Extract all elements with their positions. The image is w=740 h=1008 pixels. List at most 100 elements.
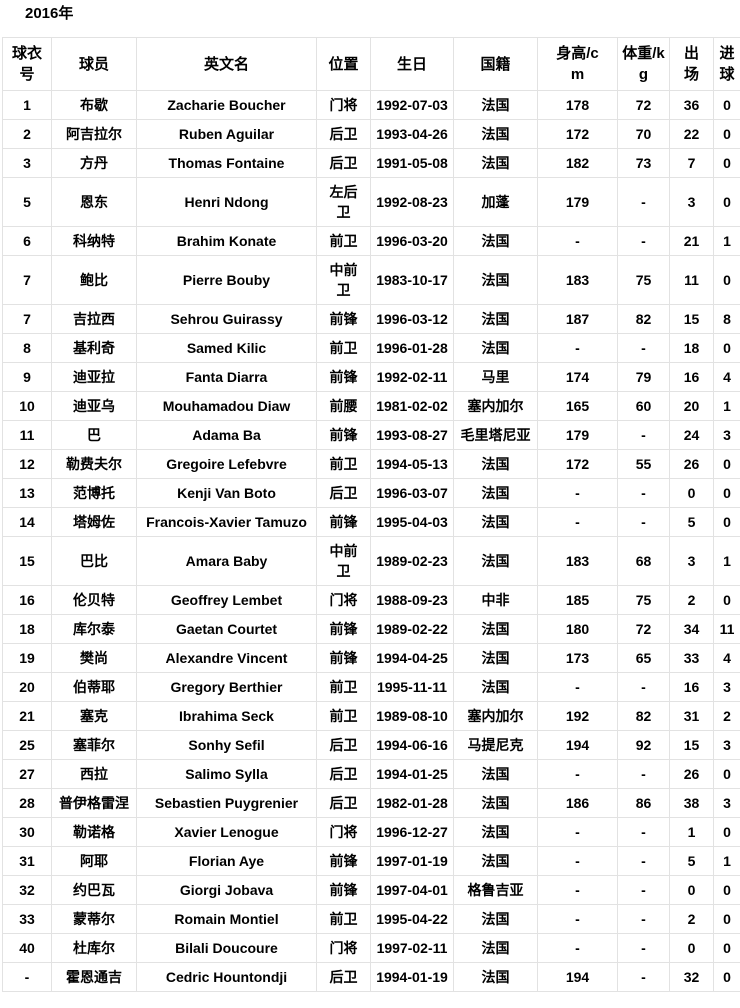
cell-nationality: 法国 xyxy=(453,962,538,992)
cell-position: 门将 xyxy=(316,585,371,615)
cell-birthday: 1983-10-17 xyxy=(370,255,454,305)
cell-position: 前锋 xyxy=(316,362,371,392)
cell-appearances: 36 xyxy=(669,90,714,120)
cell-jersey: 1 xyxy=(2,90,52,120)
cell-nationality: 法国 xyxy=(453,933,538,963)
cell-position: 门将 xyxy=(316,933,371,963)
cell-nationality: 法国 xyxy=(453,759,538,789)
cell-jersey: 7 xyxy=(2,304,52,334)
cell-goals: 0 xyxy=(713,933,740,963)
cell-weight: 82 xyxy=(617,701,670,731)
cell-position: 前卫 xyxy=(316,226,371,256)
table-row: 8 基利奇 Samed Kilic 前卫 1996-01-28 法国 - -18 0 xyxy=(2,333,740,363)
cell-player: 阿耶 xyxy=(51,846,137,876)
cell-english_name: Salimo Sylla xyxy=(136,759,317,789)
column-header-appearances: 出 场 xyxy=(669,37,714,91)
table-row: 25 塞菲尔 Sonhy Sefil 后卫 1994-06-16 马提尼克 194 92 15 3 xyxy=(2,730,740,760)
cell-birthday: 1993-08-27 xyxy=(370,420,454,450)
cell-weight: 72 xyxy=(617,614,670,644)
cell-english_name: Pierre Bouby xyxy=(136,255,317,305)
table-row: 30 勒诺格 Xavier Lenogue 门将 1996-12-27 法国 - -1 0 xyxy=(2,817,740,847)
cell-appearances: 5 xyxy=(669,507,714,537)
cell-weight: 73 xyxy=(617,148,670,178)
cell-jersey: 18 xyxy=(2,614,52,644)
cell-player: 霍恩通吉 xyxy=(51,962,137,992)
cell-birthday: 1992-07-03 xyxy=(370,90,454,120)
cell-english_name: Giorgi Jobava xyxy=(136,875,317,905)
cell-appearances: 0 xyxy=(669,478,714,508)
cell-birthday: 1996-03-20 xyxy=(370,226,454,256)
table-row: 14 塔姆佐 Francois-Xavier Tamuzo 前锋 1995-04-03 法… xyxy=(2,507,740,537)
cell-weight: - xyxy=(617,478,670,508)
cell-appearances: 16 xyxy=(669,672,714,702)
cell-player: 吉拉西 xyxy=(51,304,137,334)
cell-weight: - xyxy=(617,177,670,227)
cell-jersey: 31 xyxy=(2,846,52,876)
cell-goals: 1 xyxy=(713,536,740,586)
cell-weight: - xyxy=(617,933,670,963)
cell-weight: - xyxy=(617,904,670,934)
cell-player: 塞克 xyxy=(51,701,137,731)
cell-player: 巴比 xyxy=(51,536,137,586)
cell-appearances: 3 xyxy=(669,536,714,586)
table-row: 15 巴比 Amara Baby 中前 卫 1989-02-23 法国 183 68 3 1 xyxy=(2,536,740,586)
cell-weight: 92 xyxy=(617,730,670,760)
cell-position: 后卫 xyxy=(316,759,371,789)
cell-appearances: 2 xyxy=(669,904,714,934)
page-title: 2016年 xyxy=(25,5,74,22)
cell-english_name: Thomas Fontaine xyxy=(136,148,317,178)
table-row: 27 西拉 Salimo Sylla 后卫 1994-01-25 法国 - -26 0 xyxy=(2,759,740,789)
cell-weight: 86 xyxy=(617,788,670,818)
cell-weight: - xyxy=(617,672,670,702)
column-header-weight: 体重/k g xyxy=(617,37,670,91)
cell-height: - xyxy=(537,226,618,256)
cell-position: 前锋 xyxy=(316,420,371,450)
cell-goals: 0 xyxy=(713,148,740,178)
cell-appearances: 34 xyxy=(669,614,714,644)
cell-position: 后卫 xyxy=(316,148,371,178)
cell-position: 前卫 xyxy=(316,672,371,702)
column-header-height: 身高/c m xyxy=(537,37,618,91)
cell-position: 后卫 xyxy=(316,730,371,760)
table-row: 7 鲍比 Pierre Bouby 中前 卫 1983-10-17 法国 183 75 11 0 xyxy=(2,255,740,305)
cell-birthday: 1992-08-23 xyxy=(370,177,454,227)
cell-jersey: 11 xyxy=(2,420,52,450)
cell-position: 前锋 xyxy=(316,304,371,334)
cell-height: - xyxy=(537,904,618,934)
cell-english_name: Fanta Diarra xyxy=(136,362,317,392)
cell-birthday: 1994-06-16 xyxy=(370,730,454,760)
cell-height: 172 xyxy=(537,449,618,479)
cell-appearances: 26 xyxy=(669,759,714,789)
cell-goals: 0 xyxy=(713,478,740,508)
cell-height: - xyxy=(537,507,618,537)
column-header-jersey: 球衣 号 xyxy=(2,37,52,91)
cell-english_name: Brahim Konate xyxy=(136,226,317,256)
cell-birthday: 1995-11-11 xyxy=(370,672,454,702)
cell-goals: 0 xyxy=(713,449,740,479)
cell-birthday: 1997-04-01 xyxy=(370,875,454,905)
cell-nationality: 格鲁吉亚 xyxy=(453,875,538,905)
cell-appearances: 5 xyxy=(669,846,714,876)
cell-weight: - xyxy=(617,846,670,876)
cell-weight: 72 xyxy=(617,90,670,120)
cell-nationality: 马里 xyxy=(453,362,538,392)
cell-player: 勒诺格 xyxy=(51,817,137,847)
cell-jersey: 8 xyxy=(2,333,52,363)
cell-position: 后卫 xyxy=(316,478,371,508)
cell-birthday: 1991-05-08 xyxy=(370,148,454,178)
cell-birthday: 1994-05-13 xyxy=(370,449,454,479)
cell-english_name: Samed Kilic xyxy=(136,333,317,363)
table-row: 11 巴 Adama Ba 前锋 1993-08-27 毛里塔尼亚 179-24 3 xyxy=(2,420,740,450)
cell-english_name: Alexandre Vincent xyxy=(136,643,317,673)
cell-nationality: 法国 xyxy=(453,672,538,702)
cell-position: 左后 卫 xyxy=(316,177,371,227)
cell-player: 杜库尔 xyxy=(51,933,137,963)
cell-birthday: 1992-02-11 xyxy=(370,362,454,392)
cell-birthday: 1995-04-22 xyxy=(370,904,454,934)
cell-jersey: 10 xyxy=(2,391,52,421)
cell-english_name: Ibrahima Seck xyxy=(136,701,317,731)
cell-jersey: 40 xyxy=(2,933,52,963)
cell-jersey: 5 xyxy=(2,177,52,227)
cell-goals: 8 xyxy=(713,304,740,334)
cell-weight: - xyxy=(617,962,670,992)
